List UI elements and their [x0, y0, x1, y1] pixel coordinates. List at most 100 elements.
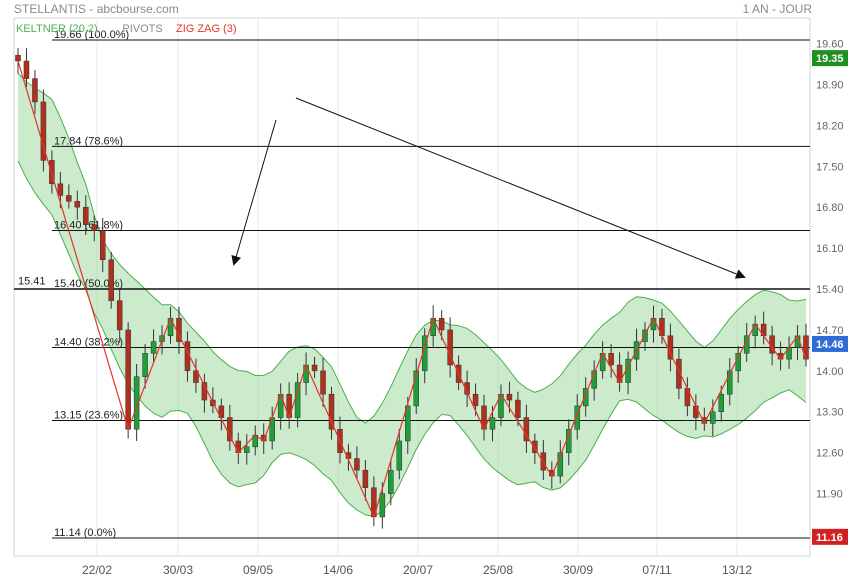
candle-body [150, 341, 157, 354]
price-badge-label: 14.46 [816, 339, 844, 351]
candle-body [116, 300, 123, 331]
candle-body [91, 224, 98, 231]
candle-body [133, 376, 140, 430]
x-tick-label: 13/12 [722, 563, 752, 577]
candle-body [108, 259, 114, 301]
candle-body [557, 452, 564, 477]
candle-body [464, 382, 470, 395]
candle-body [362, 469, 369, 488]
keltner-lower [17, 160, 807, 518]
chart-title: STELLANTIS - abcbourse.com [14, 2, 179, 16]
x-tick-label: 25/08 [483, 563, 513, 577]
x-tick-label: 14/06 [323, 563, 353, 577]
y-tick-label: 17.50 [816, 161, 844, 173]
candle-body [23, 60, 30, 79]
x-tick-label: 22/02 [82, 563, 112, 577]
candlesticks [15, 48, 809, 529]
price-badge-label: 19.35 [816, 53, 844, 65]
candle-body [15, 54, 21, 62]
y-tick-label: 12.60 [816, 448, 844, 460]
candle-body [142, 353, 148, 377]
candle-body [32, 78, 38, 103]
candle-body [447, 329, 453, 366]
axes: 19.60 18.90 18.20 17.50 16.80 16.10 15.40 14.70… [16, 23, 848, 577]
plot-area [13, 17, 811, 557]
candle-body [515, 399, 521, 418]
candle-body [218, 405, 225, 418]
legend-item: ZIG ZAG (3) [176, 23, 237, 35]
candle-body [311, 364, 318, 372]
candle-body [566, 429, 572, 453]
y-tick-label: 13.30 [816, 407, 844, 419]
candle-body [49, 160, 55, 185]
price-badge [812, 335, 848, 352]
fib-label: 17.84 (78.6%) [54, 135, 123, 147]
x-tick-label: 20/07 [403, 563, 433, 577]
candle-body [710, 411, 716, 424]
candle-body [125, 329, 131, 430]
candle-body [726, 370, 733, 395]
candle-body [489, 417, 496, 430]
price-badge-label: 11.16 [816, 532, 843, 544]
candle-body [582, 388, 589, 407]
y-tick-label: 16.10 [816, 243, 844, 255]
zigzag-indicator [17, 60, 807, 519]
y-tick-label: 15.40 [816, 284, 844, 296]
y-tick-label: 18.20 [816, 120, 844, 132]
candle-body [506, 393, 513, 401]
candle-body [472, 393, 479, 407]
x-tick-label: 30/09 [563, 563, 593, 577]
candle-body [354, 458, 360, 471]
legend-item: PIVOTS [122, 23, 162, 35]
candle-body [379, 493, 386, 518]
fib-label: 16.40 (61.8%) [54, 220, 123, 232]
legend-item: KELTNER (20,2) [16, 23, 98, 35]
candle-body [693, 405, 699, 418]
last-level-label: 15.41 [18, 275, 46, 287]
fib-label: 19.66 (100.0%) [54, 29, 129, 41]
candle-body [650, 317, 657, 331]
keltner-upper [17, 72, 807, 424]
fib-label: 11.14 (0.0%) [54, 527, 116, 539]
fib-label: 14.40 (38.2%) [54, 336, 123, 348]
candle-body [388, 469, 394, 494]
candle-body [405, 405, 411, 442]
zigzag-line [17, 60, 807, 519]
y-tick-label: 14.00 [816, 366, 844, 378]
price-badge [812, 528, 848, 545]
fib-label: 15.40 (50.0%) [54, 278, 123, 290]
candle-body [676, 358, 682, 389]
x-tick-label: 30/03 [163, 563, 193, 577]
x-tick-label: 07/11 [642, 563, 671, 577]
candle-body [438, 317, 445, 331]
candle-body [718, 393, 725, 412]
candle-body [66, 195, 72, 202]
candle-body [523, 417, 530, 442]
y-tick-label: 11.90 [816, 489, 843, 501]
candle-body [532, 440, 538, 453]
candle-body [642, 329, 648, 342]
candle-body [608, 353, 614, 366]
candle-body [74, 201, 81, 208]
price-badge [812, 50, 848, 67]
y-tick-label: 18.90 [816, 79, 844, 91]
candle-body [193, 370, 199, 383]
candle-body [57, 183, 64, 196]
candle-body [396, 440, 403, 471]
trend-arrows [231, 97, 746, 279]
y-tick-label: 14.70 [816, 325, 844, 337]
candle-body [574, 405, 580, 430]
candle-body [227, 417, 233, 442]
candle-body [83, 206, 89, 225]
y-tick-label: 16.80 [816, 202, 844, 214]
candle-body [40, 101, 47, 161]
candle-body [803, 335, 809, 360]
x-tick-label: 09/05 [243, 563, 273, 577]
fibonacci-levels: 19.66 (100.0%) 17.84 (78.6%) 16.40 (61.8%)… [14, 29, 810, 539]
candle-body [244, 446, 250, 453]
y-tick-label: 19.60 [816, 39, 844, 51]
down-arrow-short [231, 119, 277, 266]
candle-body [320, 370, 326, 395]
period-label: 1 AN - JOUR [742, 2, 812, 16]
